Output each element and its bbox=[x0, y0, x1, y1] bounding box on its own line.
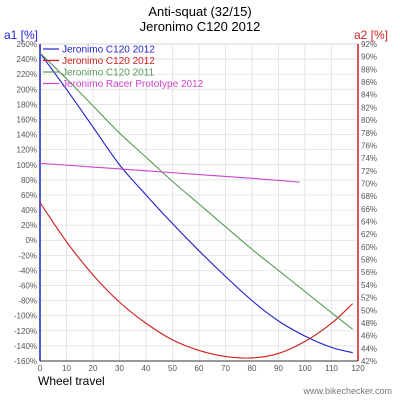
y-tick-label-left: 40% bbox=[21, 206, 37, 215]
y-tick-label-left: 80% bbox=[21, 176, 37, 185]
legend-entry: Jeronimo C120 2012 bbox=[62, 45, 155, 56]
x-tick-label: 20 bbox=[89, 364, 98, 373]
y-tick-label-right: 44% bbox=[361, 344, 377, 353]
x-tick-label: 80 bbox=[248, 364, 257, 373]
x-tick-label: 120 bbox=[351, 364, 365, 373]
y-tick-label-left: 240% bbox=[17, 55, 37, 64]
y-tick-label-right: 90% bbox=[361, 53, 377, 62]
y-tick-label-left: -60% bbox=[18, 282, 37, 291]
x-tick-label: 50 bbox=[168, 364, 177, 373]
y-tick-label-left: 200% bbox=[17, 85, 37, 94]
y-tick-label-left: 180% bbox=[17, 100, 37, 109]
y-tick-label-right: 64% bbox=[361, 218, 377, 227]
y-tick-label-right: 80% bbox=[361, 116, 377, 125]
y-tick-label-right: 84% bbox=[361, 91, 377, 100]
y-tick-label-right: 76% bbox=[361, 141, 377, 150]
y-tick-label-left: -40% bbox=[18, 266, 37, 275]
y-tick-label-left: 260% bbox=[17, 40, 37, 49]
x-tick-label: 30 bbox=[115, 364, 124, 373]
y-tick-label-right: 46% bbox=[361, 332, 377, 341]
legend-entry: Jeronimo Racer Prototype 2012 bbox=[62, 79, 204, 90]
x-tick-label: 70 bbox=[221, 364, 230, 373]
y-tick-label-left: -120% bbox=[14, 327, 37, 336]
y-tick-label-right: 82% bbox=[361, 103, 377, 112]
x-axis-label: Wheel travel bbox=[38, 374, 105, 388]
y-tick-label-right: 60% bbox=[361, 243, 377, 252]
chart-title: Anti-squat (32/15) bbox=[148, 4, 252, 19]
series-line-2 bbox=[39, 202, 354, 359]
x-tick-label: 10 bbox=[62, 364, 71, 373]
series-line-3 bbox=[39, 52, 354, 330]
y-tick-label-left: 0% bbox=[25, 236, 37, 245]
y-tick-label-left: 100% bbox=[17, 161, 37, 170]
y-tick-label-left: 160% bbox=[17, 115, 37, 124]
y-tick-label-right: 74% bbox=[361, 154, 377, 163]
y-tick-label-right: 52% bbox=[361, 294, 377, 303]
y-tick-label-right: 72% bbox=[361, 167, 377, 176]
legend-entry: Jeronimo C120 2011 bbox=[62, 68, 155, 79]
y-axis-right-label: a2 [%] bbox=[354, 28, 389, 42]
y-tick-label-right: 50% bbox=[361, 306, 377, 315]
y-tick-label-left: 220% bbox=[17, 70, 37, 79]
y-tick-label-right: 48% bbox=[361, 319, 377, 328]
y-tick-label-right: 86% bbox=[361, 78, 377, 87]
x-tick-label: 60 bbox=[195, 364, 204, 373]
y-tick-label-right: 92% bbox=[361, 40, 377, 49]
y-tick-label-left: -140% bbox=[14, 342, 37, 351]
y-tick-label-left: 140% bbox=[17, 131, 37, 140]
x-tick-label: 100 bbox=[298, 364, 312, 373]
y-tick-label-right: 54% bbox=[361, 281, 377, 290]
y-tick-label-right: 66% bbox=[361, 205, 377, 214]
watermark: www.bikechecker.com bbox=[303, 386, 392, 396]
y-tick-label-left: 20% bbox=[21, 221, 37, 230]
series-line-4 bbox=[39, 162, 300, 183]
y-tick-label-right: 56% bbox=[361, 268, 377, 277]
x-tick-label: 110 bbox=[325, 364, 338, 373]
y-tick-label-right: 68% bbox=[361, 192, 377, 201]
x-tick-label: 40 bbox=[142, 364, 151, 373]
y-axis-left-label: a1 [%] bbox=[4, 28, 39, 42]
x-tick-label: 90 bbox=[274, 364, 283, 373]
y-tick-label-right: 58% bbox=[361, 256, 377, 265]
x-tick-label: 0 bbox=[38, 364, 43, 373]
y-tick-label-left: 120% bbox=[17, 146, 37, 155]
y-tick-label-right: 62% bbox=[361, 230, 377, 239]
y-tick-label-left: -100% bbox=[14, 312, 37, 321]
y-tick-label-right: 42% bbox=[361, 357, 377, 366]
y-tick-label-left: -80% bbox=[18, 297, 37, 306]
y-tick-label-right: 70% bbox=[361, 179, 377, 188]
y-tick-label-left: -160% bbox=[14, 357, 37, 366]
y-tick-label-left: -20% bbox=[18, 251, 37, 260]
y-tick-label-left: 60% bbox=[21, 191, 37, 200]
y-tick-label-right: 78% bbox=[361, 129, 377, 138]
chart-subtitle: Jeronimo C120 2012 bbox=[139, 19, 261, 34]
y-tick-label-right: 88% bbox=[361, 65, 377, 74]
legend-entry: Jeronimo C120 2012 bbox=[62, 56, 155, 67]
series-line-1 bbox=[39, 52, 353, 354]
